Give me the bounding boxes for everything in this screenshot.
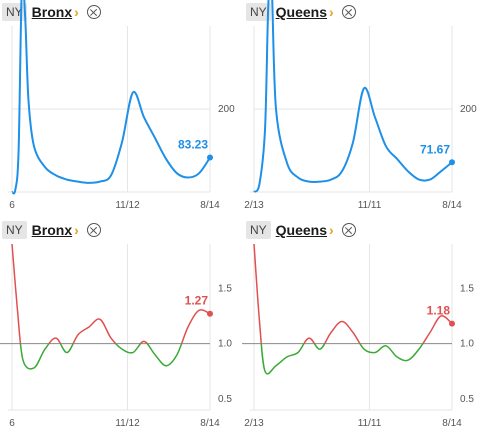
chart-svg: 1.5 1.0 0.5 6 11/12 8/14 1.27 <box>0 243 232 429</box>
y-tick-label: 0.5 <box>218 394 232 405</box>
y-tick-label: 1.5 <box>218 283 232 294</box>
series-line-below <box>19 343 183 370</box>
x-tick-label: 11/12 <box>115 418 140 429</box>
state-badge: NY <box>246 221 271 239</box>
panel-header: NY Queens › <box>246 0 356 24</box>
x-tick-label: 2/13 <box>244 200 264 211</box>
chart-svg: 200 6 11/12 8/14 83.23 <box>8 0 235 211</box>
value-label: 1.18 <box>427 304 451 318</box>
close-icon[interactable] <box>86 5 101 19</box>
series-line-above <box>11 243 211 344</box>
x-tick-label: 8/14 <box>200 200 220 211</box>
y-tick-label: 0.5 <box>460 394 474 405</box>
series-line-below <box>260 343 424 375</box>
chevron-right-icon: › <box>74 222 79 238</box>
y-tick-label: 200 <box>218 104 235 115</box>
x-tick-label: 8/14 <box>442 200 462 211</box>
y-tick-label: 1.0 <box>460 339 474 350</box>
series-line <box>11 0 211 195</box>
last-point <box>449 159 455 166</box>
x-tick-label: 11/11 <box>358 418 382 429</box>
value-label: 71.67 <box>420 142 450 156</box>
state-badge: NY <box>2 221 27 239</box>
chevron-right-icon: › <box>329 222 334 238</box>
chart-panel-bronx-cases: NY Bronx › 200 6 11/12 8/14 83.23 <box>0 0 236 218</box>
close-icon[interactable] <box>86 223 101 237</box>
x-tick-label: 11/12 <box>115 200 140 211</box>
close-icon[interactable] <box>341 223 356 237</box>
last-point <box>207 154 213 161</box>
county-link[interactable]: Queens <box>275 222 328 238</box>
y-tick-label: 200 <box>460 104 477 115</box>
x-tick-label: 8/14 <box>442 418 462 429</box>
last-point <box>449 320 455 327</box>
chart-svg: 200 2/13 11/11 8/14 71.67 <box>244 0 477 211</box>
chart-panel-queens-rate: NY Queens › 1.5 1.0 0.5 2/13 11/11 8/14 1.18 <box>242 218 478 440</box>
panel-header: NY Bronx › <box>2 218 101 242</box>
x-tick-label: 6 <box>9 418 15 429</box>
series-line <box>253 0 453 193</box>
state-badge: NY <box>2 3 27 21</box>
x-tick-label: 6 <box>9 200 15 211</box>
county-link[interactable]: Queens <box>275 4 328 20</box>
x-tick-label: 8/14 <box>200 418 220 429</box>
x-tick-label: 2/13 <box>244 418 264 429</box>
chevron-right-icon: › <box>329 4 334 20</box>
state-badge: NY <box>246 3 271 21</box>
chart-svg: 1.5 1.0 0.5 2/13 11/11 8/14 1.18 <box>242 243 474 429</box>
y-tick-label: 1.5 <box>460 283 474 294</box>
last-point <box>207 310 213 317</box>
series-line-above <box>253 243 453 344</box>
chart-panel-queens-cases: NY Queens › 200 2/13 11/11 8/14 71.67 <box>242 0 478 218</box>
panel-header: NY Bronx › <box>2 0 101 24</box>
value-label: 83.23 <box>178 137 208 151</box>
close-icon[interactable] <box>341 5 356 19</box>
x-tick-label: 11/11 <box>358 200 382 211</box>
county-link[interactable]: Bronx <box>31 4 73 20</box>
y-tick-label: 1.0 <box>218 339 232 350</box>
panel-header: NY Queens › <box>246 218 356 242</box>
value-label: 1.27 <box>185 294 209 308</box>
chart-panel-bronx-rate: NY Bronx › 1.5 1.0 0.5 6 11/12 8/14 1.27 <box>0 218 236 440</box>
county-link[interactable]: Bronx <box>31 222 73 238</box>
chevron-right-icon: › <box>74 4 79 20</box>
